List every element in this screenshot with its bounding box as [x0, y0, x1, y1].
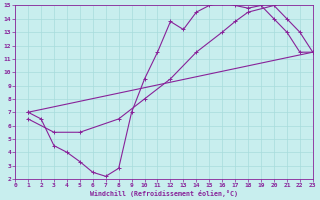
X-axis label: Windchill (Refroidissement éolien,°C): Windchill (Refroidissement éolien,°C)	[90, 190, 238, 197]
